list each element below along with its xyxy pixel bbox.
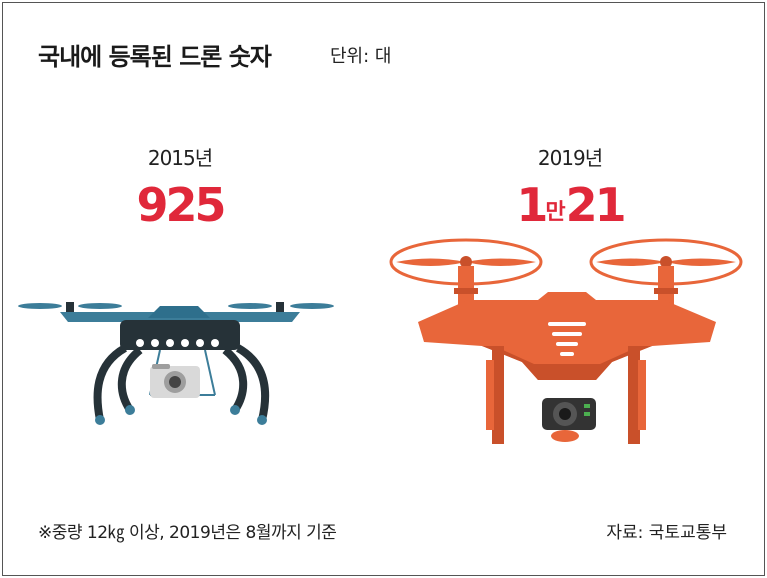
value-2015: 925 xyxy=(60,178,300,232)
source-label: 자료: 국토교통부 xyxy=(606,523,727,543)
value-2015-number: 925 xyxy=(136,178,226,232)
year-label-2019: 2019년 xyxy=(537,146,603,170)
value-2019: 1만21 xyxy=(450,178,690,232)
footnote: ※중량 12㎏ 이상, 2019년은 8월까지 기준 xyxy=(38,523,337,543)
unit-label: 단위: 대 xyxy=(330,46,392,67)
value-2019-rest: 21 xyxy=(565,178,627,232)
value-2019-suffix: 만 xyxy=(545,200,566,225)
year-label-2015: 2015년 xyxy=(147,146,213,170)
drone-2019-icon xyxy=(389,238,743,444)
chart-title: 국내에 등록된 드론 숫자 xyxy=(38,43,272,71)
drone-2015-icon xyxy=(18,302,334,425)
value-2019-main: 1 xyxy=(516,178,548,232)
